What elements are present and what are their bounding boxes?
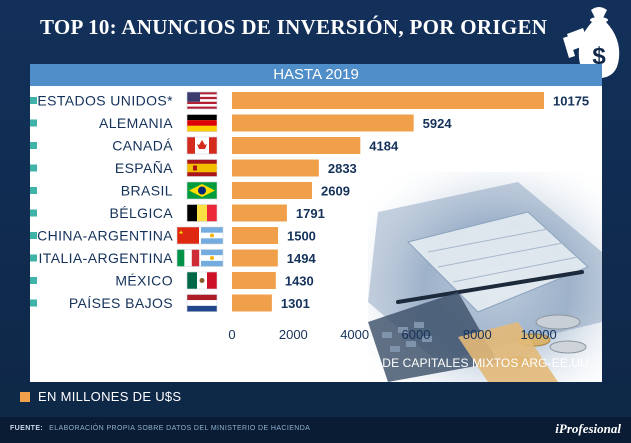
value-label: 1500 [287,229,316,244]
category-label: CANADÁ [112,138,173,154]
spain-flag-icon [186,159,218,177]
bar [232,159,319,177]
brazil-flag-icon [186,181,218,200]
bar [232,204,287,222]
value-label: 10175 [553,94,589,109]
row-bullet [30,187,37,194]
china-argentina-flag-icon [176,226,224,245]
bar [232,294,272,312]
chart-subtitle: HASTA 2019 [30,64,602,86]
value-label: 1494 [287,251,317,266]
page-title: TOP 10: ANUNCIOS DE INVERSIÓN, POR ORIGE… [40,15,548,39]
value-label: 5924 [423,116,453,131]
netherlands-flag-icon [186,294,218,312]
legend-label: EN MILLONES DE U$S [38,389,182,404]
bar [232,114,414,132]
row-bullet [30,209,37,217]
bar [232,249,278,267]
value-label: 2609 [321,184,350,199]
footer-bar: FUENTE: ELABORACIÓN PROPIA SOBRE DATOS DE… [0,417,631,443]
category-label: ALEMANIA [99,115,173,131]
bar [232,137,361,154]
value-label: 2833 [328,161,357,176]
chart-panel: HASTA 2019 ESTADOS UNIDOS* AL [30,64,602,382]
x-tick-label: 6000 [402,327,431,342]
us-flag-icon [186,91,218,110]
canada-flag-icon [186,136,218,155]
bar [232,227,278,244]
value-label: 4184 [369,139,399,154]
finance-photo [368,172,602,382]
chart-footnote: *INCLUYE U$S1.495 MILLONES DE INVERSIONE… [92,356,593,370]
row-bullet [30,119,37,127]
category-label: ESPAÑA [115,160,173,176]
brand-logo: iProfesional [555,421,621,436]
chart-legend: EN MILLONES DE U$S [20,389,181,405]
value-label: 1301 [281,296,310,311]
row-bullet [30,277,37,284]
bar [232,272,276,289]
value-label: 1791 [296,206,325,221]
row-bullet [30,142,37,149]
belgium-flag-icon [186,204,218,222]
row-bullet [30,299,37,307]
category-label: ESTADOS UNIDOS* [37,93,173,109]
row-bullet [30,97,37,104]
category-label: MÉXICO [115,273,173,289]
bar [232,92,544,109]
value-label: 1430 [285,274,314,289]
bar [232,182,313,199]
category-label: PAÍSES BAJOS [69,295,173,311]
category-label: CHINA-ARGENTINA [37,228,173,244]
x-tick-label: 4000 [340,327,369,342]
row-bullet [30,164,37,172]
source-note: FUENTE: ELABORACIÓN PROPIA SOBRE DATOS DE… [10,425,310,432]
italy-argentina-flag-icon [176,249,224,267]
svg-text:$: $ [592,43,606,70]
bar-chart: ESTADOS UNIDOS* ALEMANIA CANADÁ ESPAÑA BRASI… [30,91,589,342]
row-bullet [30,232,37,239]
legend-swatch [20,391,30,402]
row-bullet [30,254,37,262]
x-tick-label: 8000 [463,327,492,342]
source-text: ELABORACIÓN PROPIA SOBRE DATOS DEL MINIS… [49,425,311,432]
germany-flag-icon [186,114,218,132]
x-tick-label: 10000 [521,327,557,342]
source-label: FUENTE: [10,425,44,432]
mexico-flag-icon [186,271,218,290]
category-label: ITALIA-ARGENTINA [39,250,174,266]
x-tick-label: 2000 [279,327,308,342]
x-tick-label: 0 [228,327,235,342]
category-label: BÉLGICA [110,205,174,221]
category-label: BRASIL [121,183,173,199]
